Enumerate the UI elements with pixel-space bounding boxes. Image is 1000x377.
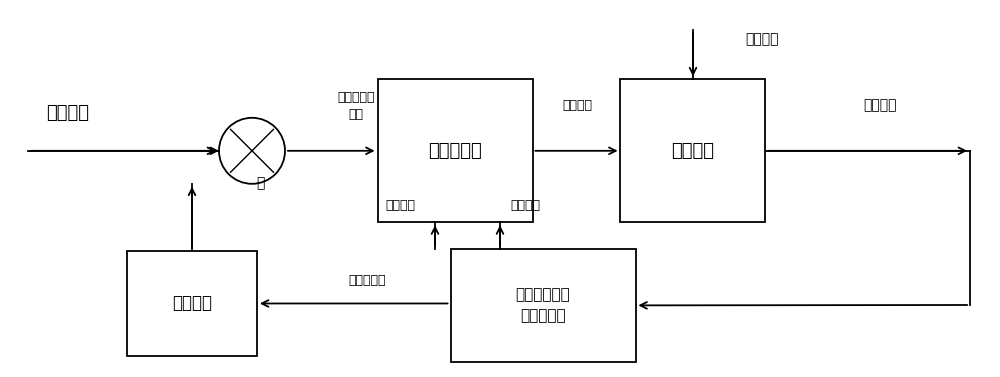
Bar xyxy=(620,79,765,222)
Text: 船速估计值: 船速估计值 xyxy=(348,274,386,287)
Text: 环境干扰: 环境干扰 xyxy=(745,32,779,47)
Text: 船舶模型: 船舶模型 xyxy=(672,142,714,160)
Text: 期望航向: 期望航向 xyxy=(46,104,90,122)
Text: 滑模控制器: 滑模控制器 xyxy=(428,142,482,160)
Text: 漂角估计: 漂角估计 xyxy=(172,294,212,313)
Text: 有限时间扩张
状态观测器: 有限时间扩张 状态观测器 xyxy=(516,287,570,323)
Bar xyxy=(127,251,257,356)
Text: 实际航向: 实际航向 xyxy=(863,98,897,113)
Text: 航向估计: 航向估计 xyxy=(510,199,540,212)
Bar xyxy=(450,249,636,362)
Text: 修正后航向
误差: 修正后航向 误差 xyxy=(337,90,375,121)
Bar xyxy=(378,79,532,222)
Text: －: － xyxy=(256,176,264,190)
Text: 干扰估计: 干扰估计 xyxy=(385,199,415,212)
Text: 控制力矩: 控制力矩 xyxy=(562,99,592,112)
